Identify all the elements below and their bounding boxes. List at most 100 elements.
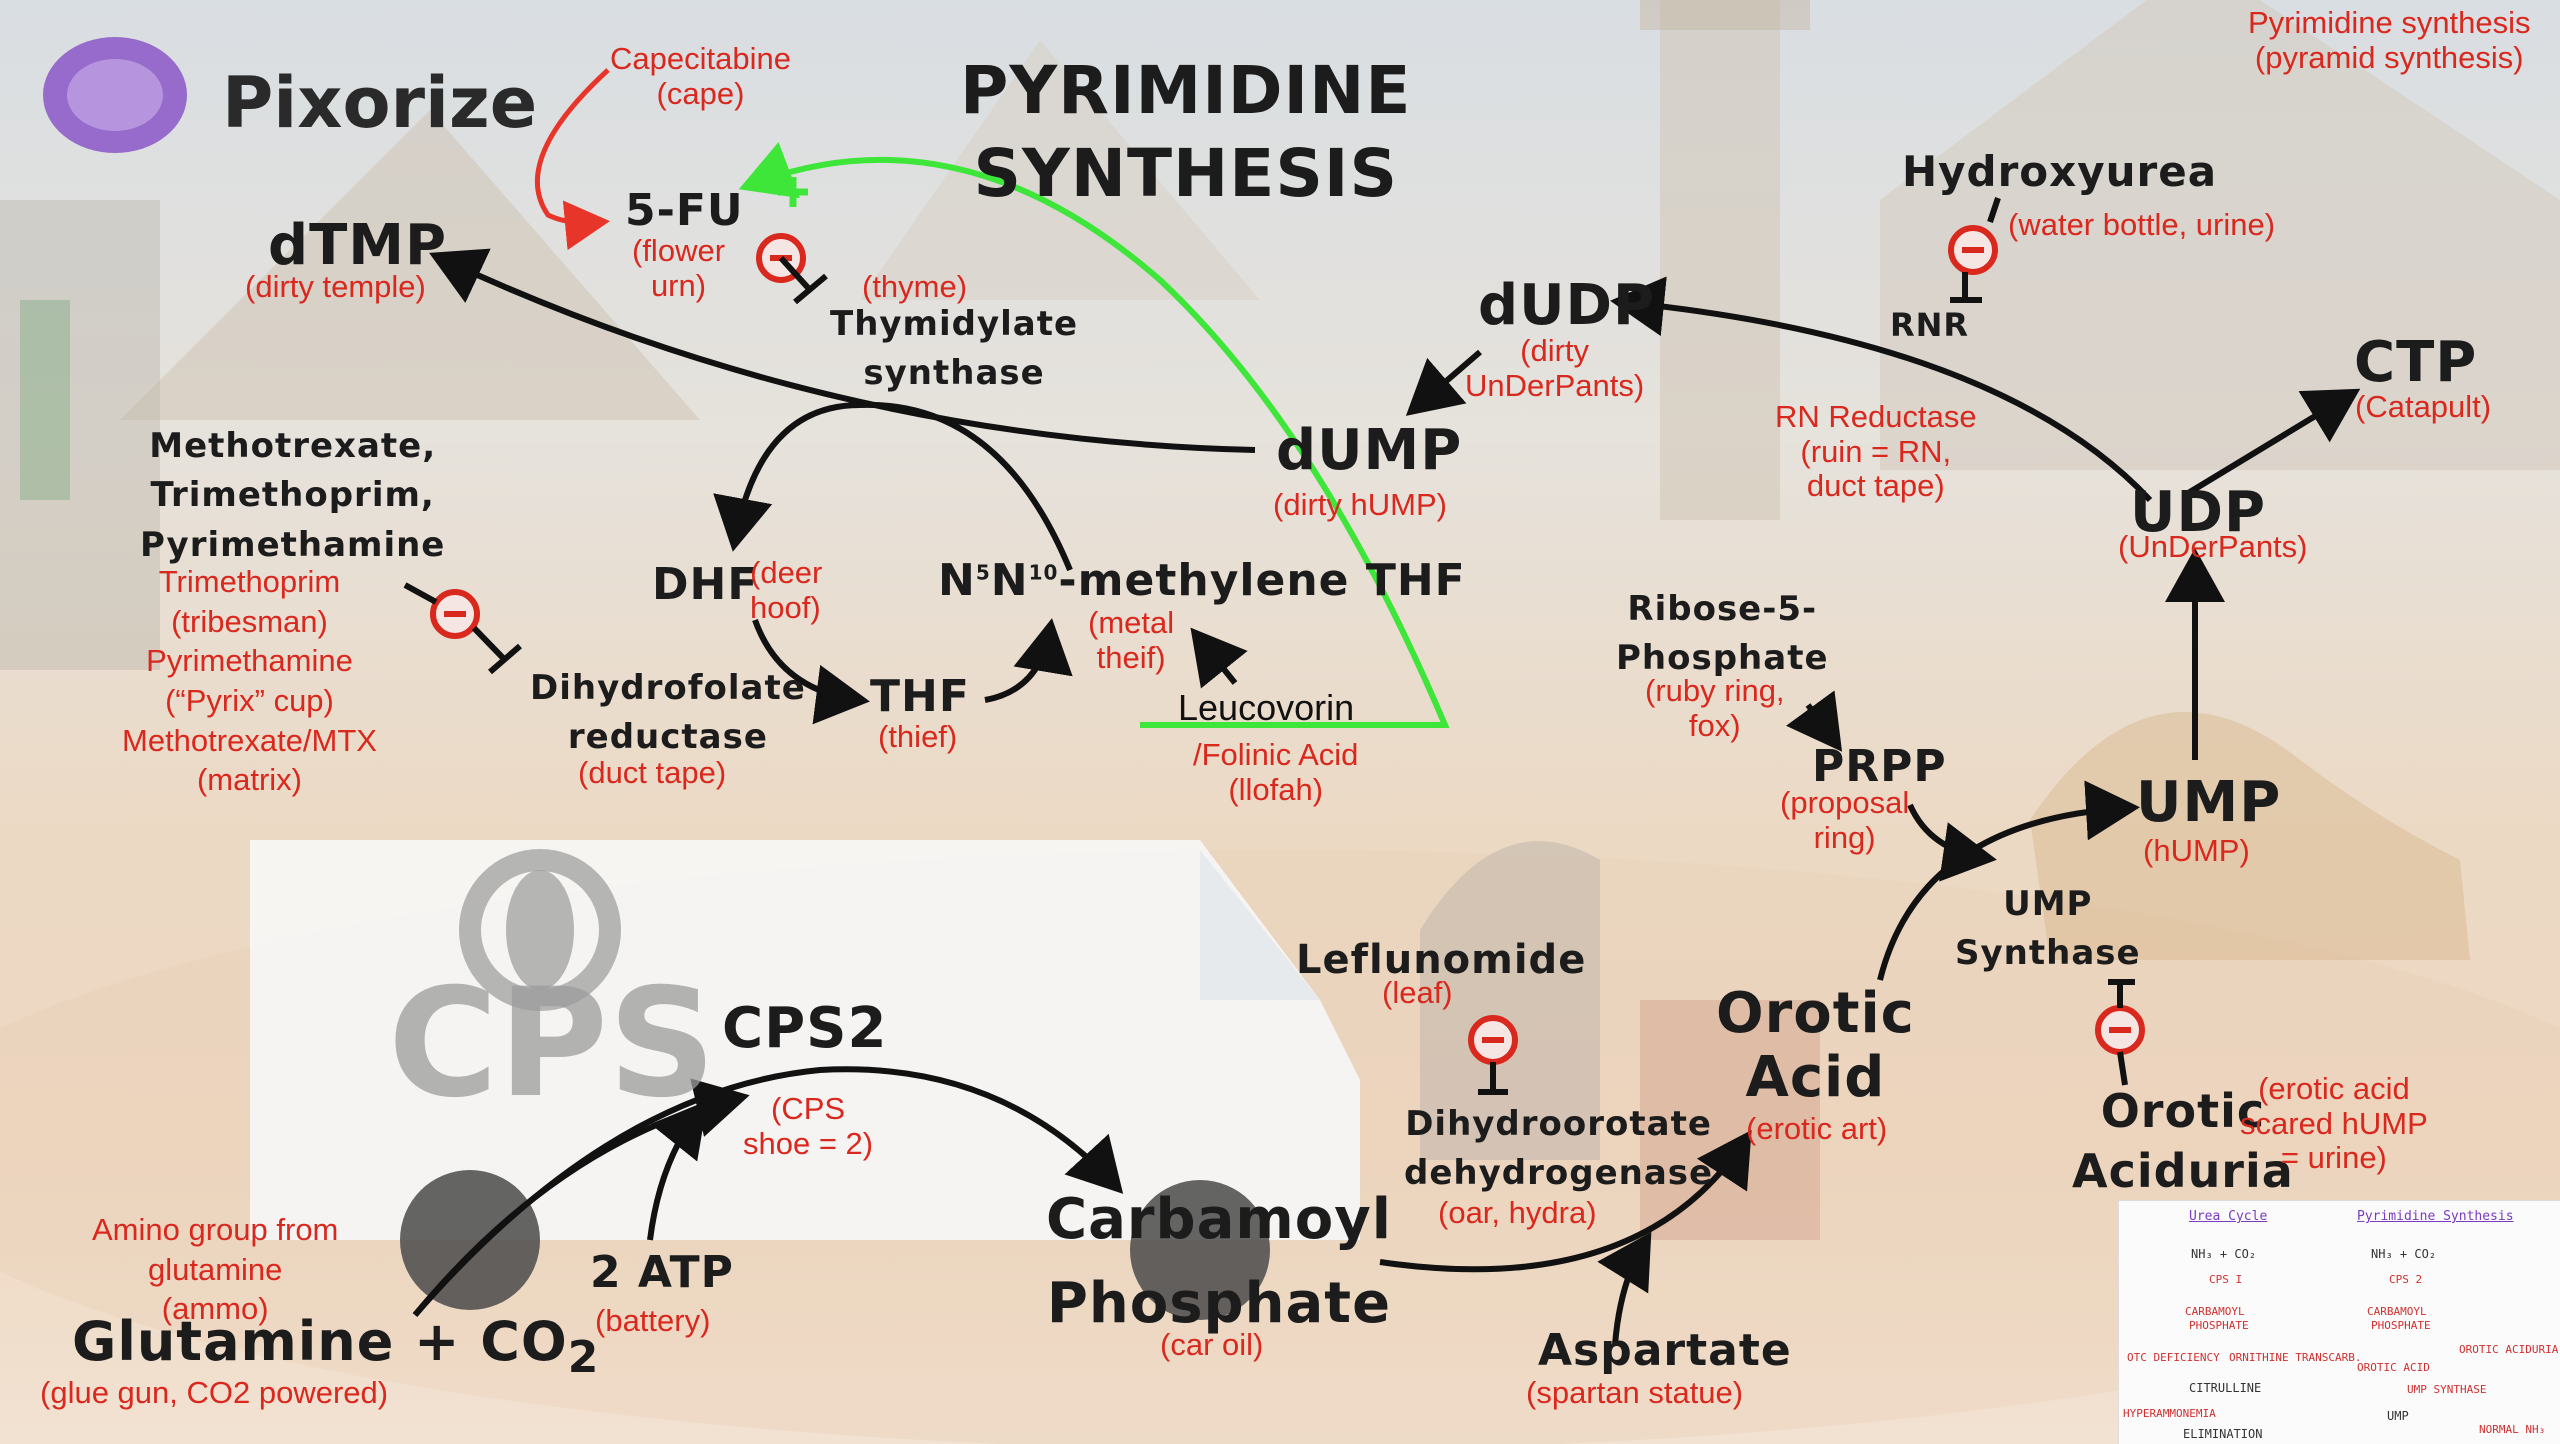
aspartate-note: (spartan statue) <box>1526 1375 1744 1410</box>
dhfr-label: Dihydrofolate reductase <box>530 664 806 763</box>
title-line1: PYRIMIDINE <box>960 52 1412 129</box>
dudp-note-line2: UnDerPants) <box>1465 367 1645 403</box>
inhibitor-line1: Methotrexate, <box>149 426 437 466</box>
dhodh-line1: Dihydroorotate <box>1405 1104 1712 1144</box>
thf-label: THF <box>870 671 970 722</box>
thumb-r7: UMP SYNTHASE <box>2407 1383 2487 1396</box>
thymidylate-line1: Thymidylate <box>830 304 1079 344</box>
thf-to-methylene-thf-arrow <box>984 618 1073 703</box>
methylene-note-line2: theif) <box>1096 639 1166 675</box>
dhf-note-line2: hoof) <box>750 589 821 625</box>
thymidylate-note: (thyme) <box>862 269 968 304</box>
rn-reductase-line1: RN Reductase <box>1775 399 1977 434</box>
leucovorin-note: /Folinic Acid (llofah) <box>1193 737 1359 807</box>
dudp-label: dUDP <box>1478 273 1656 338</box>
glutamine-co2-label: Glutamine + CO2 <box>72 1310 600 1383</box>
hydroxyurea-label: Hydroxyurea <box>1902 147 2218 196</box>
rn-reductase-line2: (ruin = RN, <box>1800 433 1952 469</box>
atp-note: (battery) <box>595 1303 711 1338</box>
hydroxyurea-note: (water bottle, urine) <box>2008 207 2276 242</box>
leflunomide-label: Leflunomide <box>1296 937 1587 983</box>
prpp-to-ump-arrow <box>1907 803 1997 882</box>
cps2-note-line2: shoe = 2) <box>743 1125 874 1161</box>
dudp-note-line1: (dirty <box>1520 333 1590 368</box>
dhfr-line1: Dihydrofolate <box>530 668 806 708</box>
prpp-note-line2: ring) <box>1813 819 1876 855</box>
aspartate-to-orotic-arrow <box>1597 1231 1652 1346</box>
rn-reductase-note: RN Reductase (ruin = RN, duct tape) <box>1775 399 1977 504</box>
5fu-label: 5-FU <box>625 185 744 236</box>
prpp-note: (proposal ring) <box>1780 785 1910 855</box>
5fu-note-line1: (flower <box>632 233 726 268</box>
aspartate-label: Aspartate <box>1538 1325 1792 1376</box>
ump-note: (hUMP) <box>2143 833 2250 868</box>
dhodh-label: Dihydroorotate dehydrogenase <box>1404 1100 1713 1199</box>
glutamine-text: Glutamine + CO <box>72 1310 568 1373</box>
thumb-l6: ORNITHINE TRANSCARB. <box>2229 1351 2362 1364</box>
orotic-aciduria-note3: = urine) <box>2280 1140 2387 1176</box>
dhodh-note: (oar, hydra) <box>1438 1195 1597 1230</box>
cps2-note: (CPS shoe = 2) <box>743 1091 874 1161</box>
dhf-note-line1: (deer <box>750 555 823 590</box>
brand-logo-text: Pixorize <box>222 62 538 144</box>
thumbnail-mini-diagram: Urea Cycle Pyrimidine Synthesis NH₃ + CO… <box>2118 1200 2560 1444</box>
ribose-line1: Ribose-5- <box>1627 589 1818 629</box>
amino-line1: Amino group from <box>92 1212 339 1247</box>
dhfr-inhibition-symbol <box>403 582 522 675</box>
inhibitor-line2: Trimethoprim, <box>150 475 435 516</box>
dhfr-inhibitors-label: Methotrexate, Trimethoprim, Pyrimethamin… <box>140 422 445 570</box>
dump-label: dUMP <box>1276 418 1463 483</box>
dhfr-inhibitor-notes: Trimethoprim (tribesman) Pyrimethamine (… <box>122 562 377 800</box>
ump-synthase-line1: UMP <box>2003 884 2093 924</box>
inhibitor-note5: Methotrexate/MTX <box>122 722 377 758</box>
dtmp-note: (dirty temple) <box>245 269 426 304</box>
leucovorin-to-5fu-arrow <box>738 142 1450 728</box>
dhf-to-thf-arrow <box>752 618 870 725</box>
dhf-label: DHF <box>652 559 759 610</box>
5fu-inhibition-symbol <box>756 233 828 305</box>
thumb-l9: ELIMINATION <box>2183 1427 2263 1441</box>
ctp-note: (Catapult) <box>2355 389 2492 424</box>
udp-to-ctp-arrow <box>2183 388 2361 498</box>
orotic-aciduria-note2: scared hUMP <box>2240 1105 2428 1141</box>
corner-note: Pyrimidine synthesis (pyramid synthesis) <box>2248 5 2531 75</box>
thumb-r2: CPS 2 <box>2389 1273 2423 1286</box>
ribose-to-prpp-arrow <box>1786 690 1843 752</box>
capecitabine-label: Capecitabine (cape) <box>610 41 791 111</box>
udp-to-dudp-arrow <box>1610 276 2153 503</box>
orotic-aciduria-note1: (erotic acid <box>2258 1071 2410 1106</box>
ribose-note: (ruby ring, fox) <box>1645 673 1785 743</box>
dtmp-label: dTMP <box>268 213 448 278</box>
inhibitor-note4: (“Pyrix” cup) <box>165 683 334 719</box>
ump-label: UMP <box>2136 770 2282 835</box>
thumb-urea-title: Urea Cycle <box>2189 1209 2268 1224</box>
udp-note: (UnDerPants) <box>2118 529 2308 564</box>
methylene-sup5: 5 <box>975 560 991 585</box>
ribose-5-phosphate-label: Ribose-5- Phosphate <box>1616 585 1829 684</box>
methylene-note-line1: (metal <box>1088 605 1175 640</box>
dump-to-dtmp-arrow <box>429 248 1256 453</box>
prpp-note-line1: (proposal <box>1780 785 1910 820</box>
co2-subscript: 2 <box>567 1331 600 1383</box>
thumb-r1: NH₃ + CO₂ <box>2371 1247 2437 1261</box>
ribose-line2: Phosphate <box>1616 638 1829 679</box>
orotic-aciduria-line2: Aciduria <box>2072 1143 2294 1198</box>
corner-note-line2: (pyramid synthesis) <box>2254 39 2524 75</box>
ctp-label: CTP <box>2354 330 2478 395</box>
leucovorin-note-line1: /Folinic Acid <box>1193 737 1359 772</box>
cps2-label: CPS2 <box>722 996 888 1061</box>
atp-to-cps2-arrow <box>647 1100 708 1241</box>
leucovorin-label: Leucovorin <box>1178 687 1355 728</box>
methylene-thf-to-dhf-arrow <box>713 401 1073 572</box>
dudp-note: (dirty UnDerPants) <box>1465 333 1645 403</box>
dhfr-note: (duct tape) <box>578 755 727 790</box>
ribose-note-line1: (ruby ring, <box>1645 673 1785 708</box>
hydroxyurea-inhibition-symbol <box>1948 197 2001 303</box>
inhibitor-note2: (tribesman) <box>171 603 328 639</box>
inhibitor-note3: Pyrimethamine <box>146 643 353 679</box>
methylene-thf-note: (metal theif) <box>1088 605 1175 675</box>
dhodh-line2: dehydrogenase <box>1404 1153 1714 1194</box>
inhibitor-note1: Trimethoprim <box>158 564 341 599</box>
carbamoyl-phosphate-label: Carbamoyl Phosphate <box>1046 1178 1392 1346</box>
